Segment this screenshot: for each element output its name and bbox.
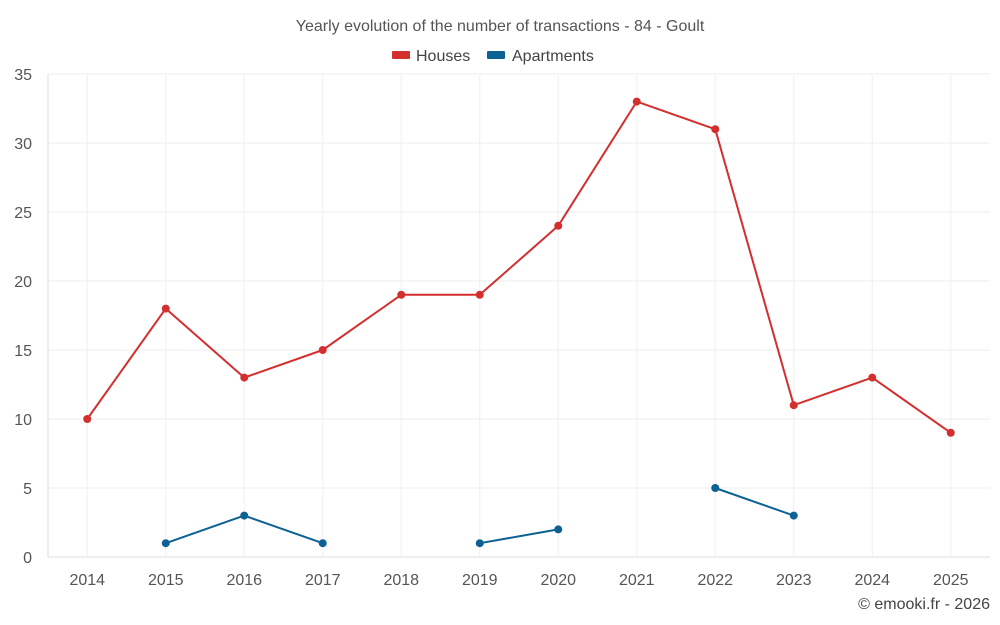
series-line-houses (86, 100, 952, 434)
y-tick-label: 0 (23, 550, 32, 567)
x-tick-label: 2019 (462, 572, 498, 589)
data-point-houses-2022[interactable] (711, 125, 720, 134)
x-tick-label: 2018 (383, 572, 419, 589)
y-tick-label: 30 (14, 136, 32, 153)
y-tick-label: 35 (14, 67, 32, 84)
data-point-houses-2019[interactable] (475, 290, 484, 299)
legend: Houses Apartments (392, 48, 594, 65)
data-point-apartments-2020[interactable] (554, 525, 563, 534)
y-tick-label: 5 (23, 481, 32, 498)
x-tick-label: 2023 (776, 572, 812, 589)
data-point-houses-2017[interactable] (318, 346, 327, 354)
data-point-houses-2014[interactable] (83, 415, 92, 423)
data-point-houses-2024[interactable] (868, 373, 877, 382)
series-line-apartments (479, 528, 559, 545)
data-point-houses-2020[interactable] (554, 221, 563, 230)
x-tick-label: 2022 (697, 572, 733, 589)
data-point-apartments-2019[interactable] (475, 539, 484, 548)
credit-text: © emooki.fr - 2026 (858, 596, 990, 613)
data-point-houses-2025[interactable] (946, 428, 955, 437)
data-point-houses-2018[interactable] (397, 290, 406, 299)
legend-label-houses: Houses (416, 48, 470, 65)
x-tick-label: 2021 (619, 572, 655, 589)
x-tick-label: 2025 (933, 572, 969, 589)
data-point-apartments-2015[interactable] (161, 539, 170, 548)
series-apartments (161, 484, 798, 548)
y-tick-label: 15 (14, 343, 32, 360)
data-point-apartments-2017[interactable] (318, 539, 327, 548)
y-tick-label: 25 (14, 205, 32, 222)
y-tick-label: 20 (14, 274, 32, 291)
data-point-apartments-2016[interactable] (240, 511, 249, 520)
y-tick-label: 10 (14, 412, 32, 429)
data-point-apartments-2023[interactable] (789, 511, 798, 520)
x-tick-label: 2020 (540, 572, 576, 589)
legend-item-apartments[interactable]: Apartments (487, 48, 594, 65)
data-point-houses-2021[interactable] (632, 97, 641, 106)
chart-title: Yearly evolution of the number of transa… (296, 18, 705, 35)
data-point-houses-2023[interactable] (789, 401, 798, 410)
data-point-houses-2016[interactable] (240, 373, 249, 382)
x-tick-label: 2014 (69, 572, 105, 589)
grid (48, 73, 990, 557)
legend-item-houses[interactable]: Houses (392, 48, 470, 65)
series-houses (83, 97, 955, 437)
legend-label-apartments: Apartments (512, 48, 594, 65)
legend-swatch-houses (392, 51, 410, 59)
series (83, 97, 955, 548)
data-point-houses-2015[interactable] (161, 304, 170, 313)
x-tick-label: 2016 (226, 572, 262, 589)
x-tick-label: 2024 (854, 572, 890, 589)
x-tick-label: 2015 (148, 572, 184, 589)
series-line-apartments (714, 487, 795, 517)
legend-swatch-apartments (487, 51, 505, 59)
data-point-apartments-2022[interactable] (711, 484, 720, 492)
x-tick-label: 2017 (305, 572, 341, 589)
